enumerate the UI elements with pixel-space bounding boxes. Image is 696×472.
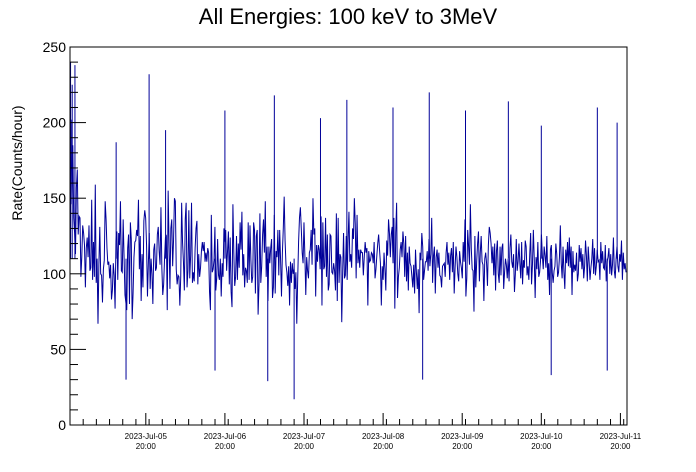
axes: 0501001502002502023-Jul-0520:002023-Jul-… (43, 39, 642, 451)
x-tick-label-date: 2023-Jul-11 (600, 432, 642, 441)
x-tick-label-date: 2023-Jul-10 (520, 432, 563, 441)
x-tick-label-date: 2023-Jul-08 (362, 432, 405, 441)
x-tick-label-date: 2023-Jul-05 (125, 432, 168, 441)
x-tick-label-time: 20:00 (531, 442, 552, 451)
y-tick-label: 50 (50, 341, 66, 357)
y-tick-label: 0 (58, 417, 66, 433)
x-tick-label-time: 20:00 (215, 442, 236, 451)
x-tick-label-date: 2023-Jul-06 (204, 432, 247, 441)
y-tick-label: 100 (43, 266, 67, 282)
y-tick-label: 250 (43, 39, 67, 55)
plot-area (70, 62, 627, 400)
series-line (70, 119, 627, 324)
x-tick-label-time: 20:00 (610, 442, 631, 451)
x-tick-label-time: 20:00 (136, 442, 157, 451)
y-tick-label: 200 (43, 115, 67, 131)
x-tick-label-time: 20:00 (373, 442, 394, 451)
plot-frame (69, 46, 628, 426)
x-tick-label-date: 2023-Jul-09 (441, 432, 484, 441)
y-tick-label: 150 (43, 190, 67, 206)
x-tick-label-date: 2023-Jul-07 (283, 432, 326, 441)
x-tick-label-time: 20:00 (294, 442, 315, 451)
chart-title: All Energies: 100 keV to 3MeV (198, 4, 498, 29)
x-tick-label-time: 20:00 (452, 442, 473, 451)
